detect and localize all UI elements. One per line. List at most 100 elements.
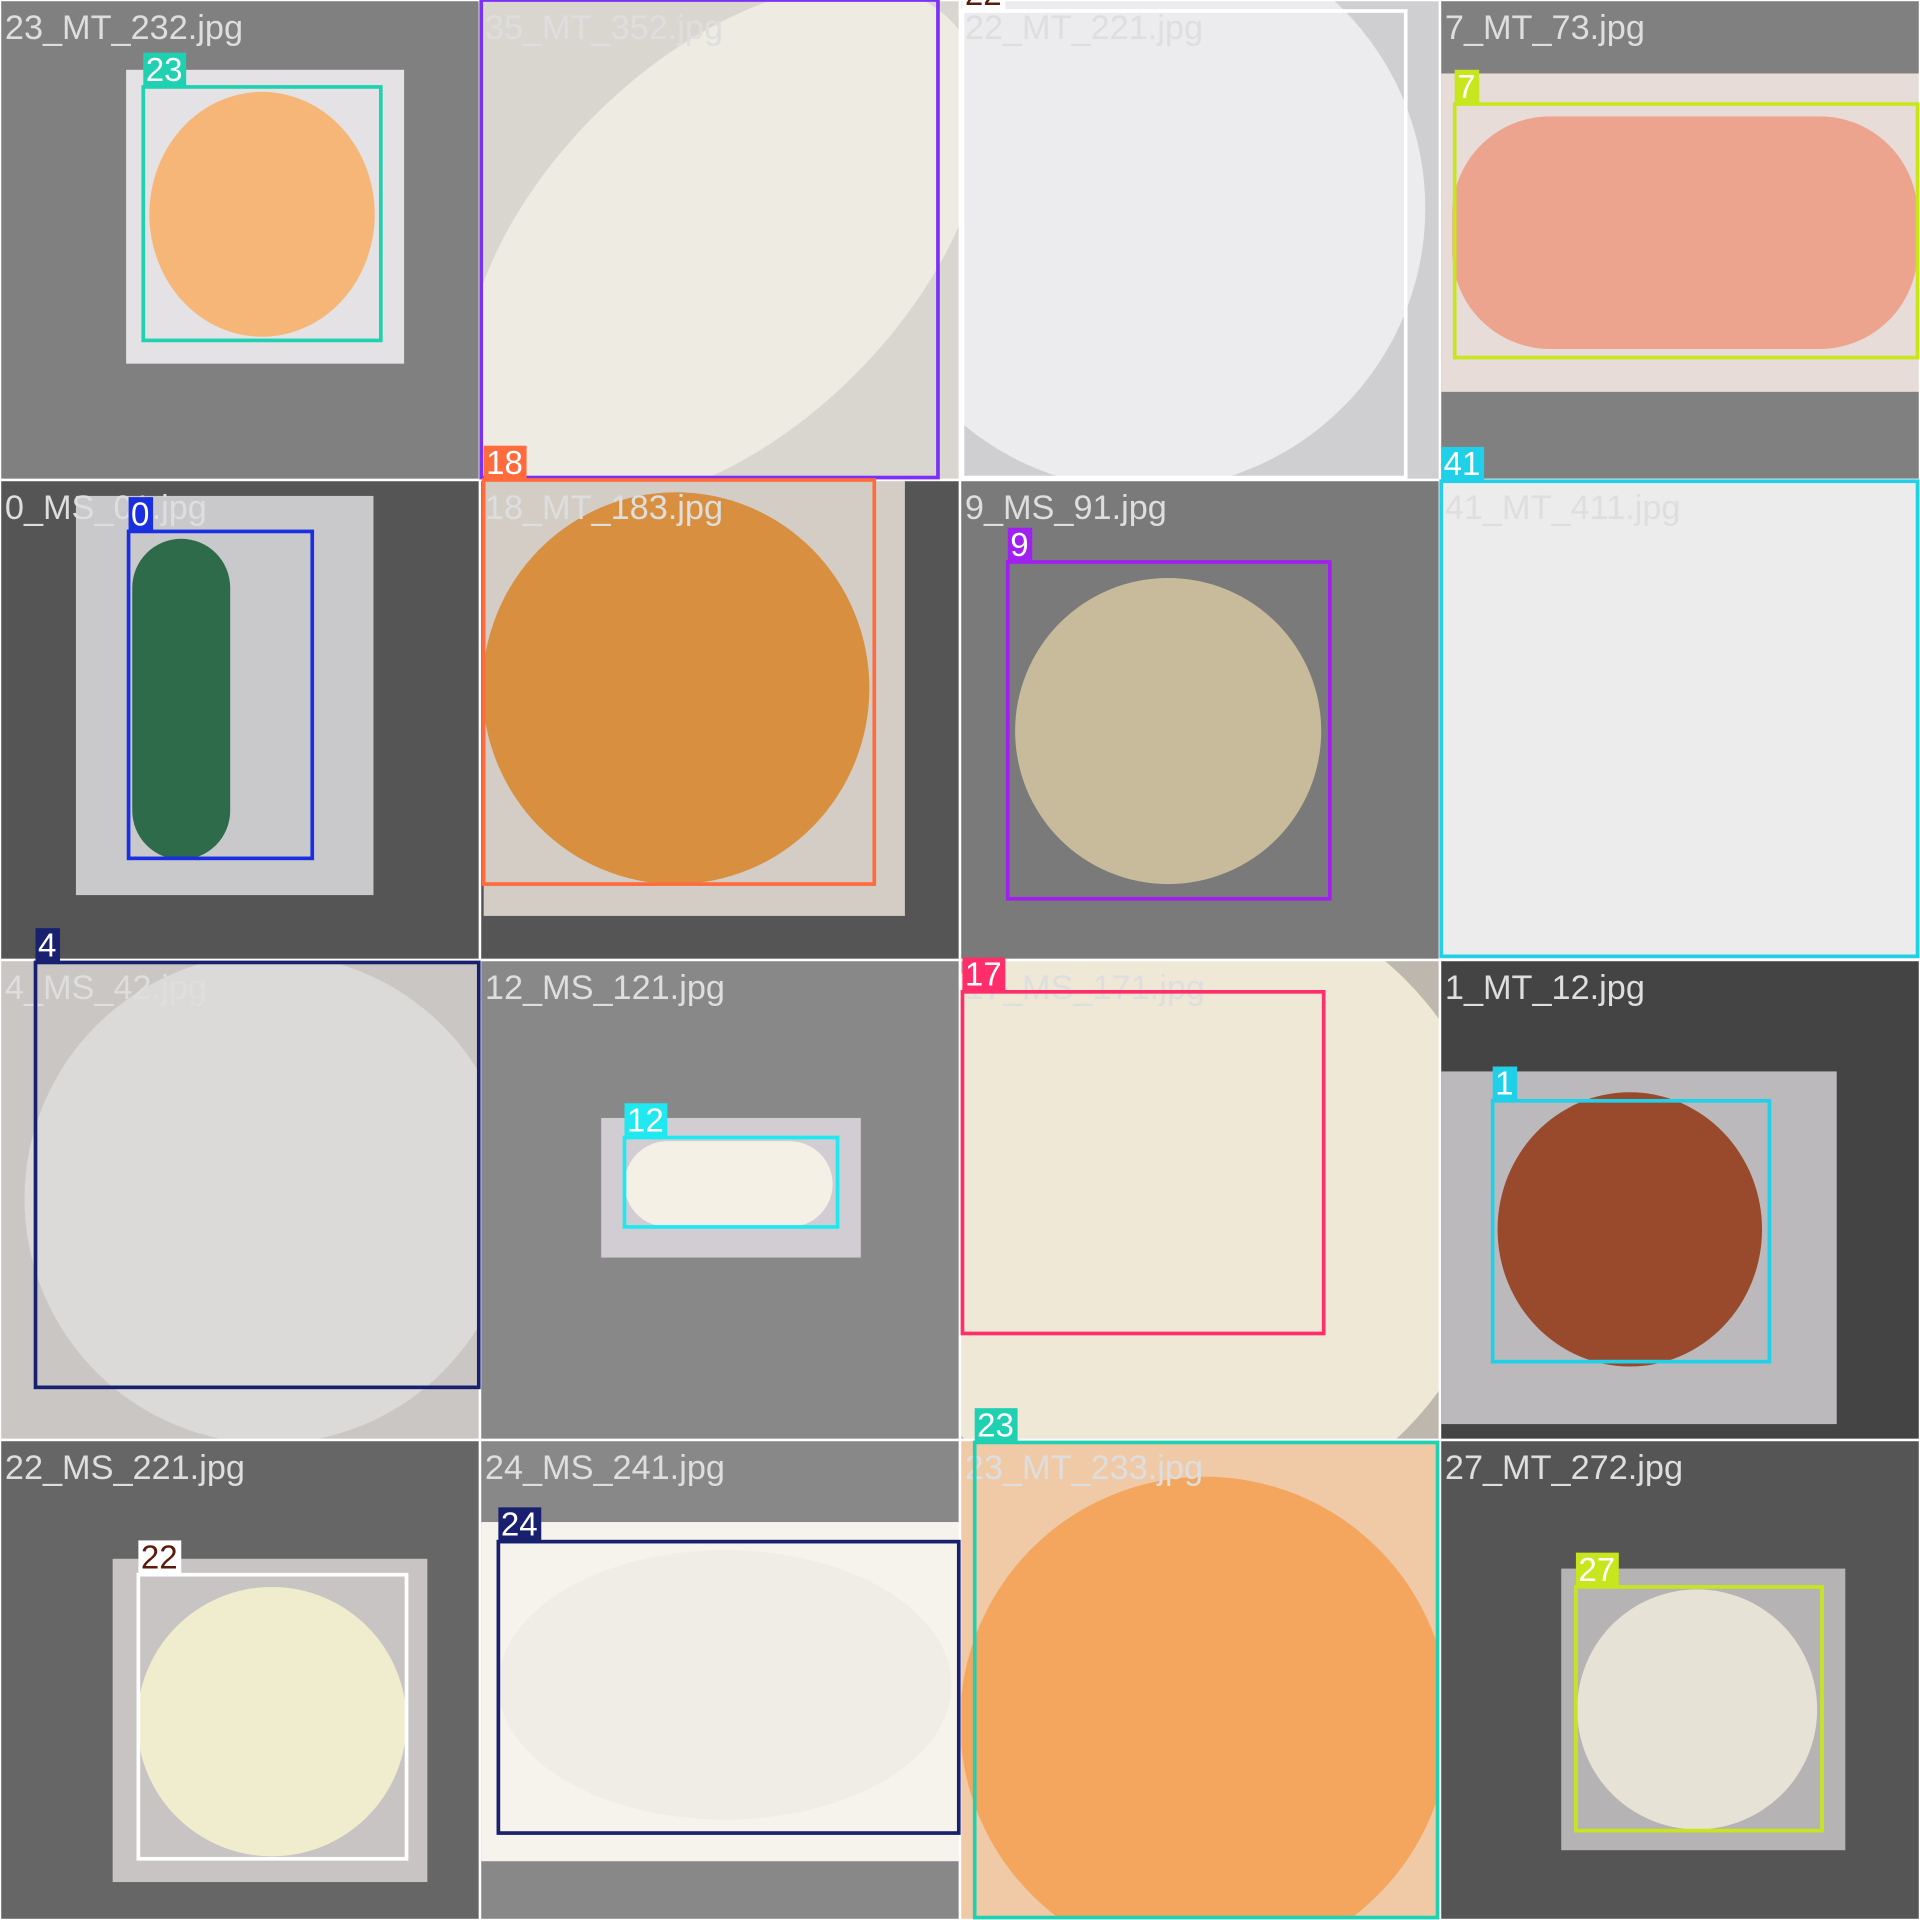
tile-image: 9_MS_91.jpg xyxy=(960,480,1440,960)
tile: 17_MS_171.jpg xyxy=(958,958,1442,1442)
filename: 12_MS_121.jpg xyxy=(485,969,725,1007)
class-label: 35 xyxy=(484,0,521,2)
class-label: 41 xyxy=(1444,446,1481,483)
label-background xyxy=(1575,1552,1619,1587)
tile-image: 17_MS_171.jpg xyxy=(960,960,1440,1440)
detection: 35 xyxy=(479,0,940,480)
pill xyxy=(137,1586,407,1857)
pill xyxy=(960,1476,1440,1920)
class-label: 18 xyxy=(486,445,523,482)
tile: 27_MT_272.jpg xyxy=(1438,1438,1920,1920)
pill xyxy=(1452,116,1918,349)
tile: 23_MT_233.jpg xyxy=(958,1438,1442,1920)
filename: 0_MS_01.jpg xyxy=(5,489,207,527)
detection: 7 xyxy=(1452,69,1920,360)
detection: 22 xyxy=(136,1540,409,1861)
detection: 0 xyxy=(126,496,315,861)
pill xyxy=(624,1141,833,1227)
filename: 23_MT_232.jpg xyxy=(5,9,243,47)
filename: 7_MT_73.jpg xyxy=(1445,9,1645,47)
pill xyxy=(24,960,480,1440)
pill xyxy=(480,0,960,480)
pill xyxy=(482,492,870,885)
pill xyxy=(149,91,375,337)
detection: 27 xyxy=(1574,1552,1824,1833)
detection: 9 xyxy=(1005,527,1332,901)
tile-image: 7_MT_73.jpg xyxy=(1440,0,1920,480)
tile-image: 18_MT_183.jpg xyxy=(480,480,960,960)
tile-image: 22_MT_221.jpg xyxy=(960,0,1440,480)
detection: 24 xyxy=(496,1507,961,1835)
detection: 22 xyxy=(960,0,1408,480)
class-label: 9 xyxy=(1010,527,1028,564)
class-label: 27 xyxy=(1578,1552,1615,1589)
tile-image: 41_MT_411.jpg xyxy=(1440,480,1920,960)
bounding-box xyxy=(1574,1585,1824,1833)
label-background xyxy=(1492,1066,1518,1101)
bounding-box xyxy=(1452,102,1920,360)
tile: 0_MS_01.jpg xyxy=(0,478,482,962)
filename: 27_MT_272.jpg xyxy=(1445,1449,1683,1487)
filename: 41_MT_411.jpg xyxy=(1445,489,1681,527)
class-label: 17 xyxy=(965,957,1002,994)
label-background xyxy=(974,1408,1018,1443)
label-background xyxy=(1454,69,1480,105)
bounding-box xyxy=(33,960,481,1390)
detection: 23 xyxy=(972,1407,1440,1920)
pill xyxy=(498,1550,952,1820)
tile: 7_MT_73.jpg xyxy=(1438,0,1920,482)
label-background xyxy=(143,52,187,87)
bounding-box xyxy=(1490,1098,1772,1364)
label-background xyxy=(138,1540,182,1575)
tile-image: 23_MT_232.jpg xyxy=(0,0,480,480)
filename: 9_MS_91.jpg xyxy=(965,489,1167,527)
tile-image: 4_MS_42.jpg xyxy=(0,960,480,1440)
bounding-box xyxy=(960,990,1326,1336)
label-background xyxy=(624,1103,668,1138)
tile-border xyxy=(1438,1438,1920,1920)
tile-image: 27_MT_272.jpg xyxy=(1440,1440,1920,1920)
tile-image: 22_MS_221.jpg xyxy=(0,1440,480,1920)
label-background xyxy=(35,928,61,963)
label-background xyxy=(962,0,1006,12)
bounding-box xyxy=(136,1572,409,1861)
tile: 9_MS_91.jpg xyxy=(958,478,1442,962)
bounding-box xyxy=(622,1135,840,1229)
bounding-box xyxy=(1439,479,1920,959)
filename: 22_MS_221.jpg xyxy=(5,1449,245,1487)
filename: 1_MT_12.jpg xyxy=(1445,969,1645,1007)
pill xyxy=(1497,1092,1763,1367)
tile: 41_MT_411.jpg xyxy=(1438,478,1920,962)
label-background xyxy=(483,445,527,480)
class-label: 23 xyxy=(146,52,183,89)
bounding-box xyxy=(126,529,315,861)
bounding-box xyxy=(481,478,877,886)
label-background xyxy=(962,957,1006,992)
bounding-box xyxy=(496,1539,961,1835)
pill xyxy=(132,538,231,860)
pill xyxy=(1577,1589,1818,1830)
tile-image: 23_MT_233.jpg xyxy=(960,1440,1440,1920)
bounding-box xyxy=(972,1440,1440,1920)
filename: 35_MT_352.jpg xyxy=(485,9,723,47)
bounding-box xyxy=(1005,560,1332,901)
tile: 23_MT_232.jpg xyxy=(0,0,482,482)
tile: 18_MT_183.jpg xyxy=(478,478,962,962)
pill xyxy=(960,960,1440,1440)
tile: 4_MS_42.jpg xyxy=(0,958,482,1442)
label-background xyxy=(1007,527,1033,563)
filename: 4_MS_42.jpg xyxy=(5,969,207,1007)
detection: 41 xyxy=(1439,446,1920,959)
tile-image: 35_MT_352.jpg xyxy=(480,0,960,480)
bounding-box xyxy=(960,9,1408,480)
class-label: 22 xyxy=(965,0,1002,13)
detection: 1 xyxy=(1490,1066,1772,1364)
tile: 12_MS_121.jpg xyxy=(478,958,962,1442)
class-label: 22 xyxy=(141,1540,178,1577)
class-label: 1 xyxy=(1495,1066,1513,1103)
detection: 12 xyxy=(622,1102,840,1229)
detection: 23 xyxy=(141,52,383,343)
detection: 4 xyxy=(33,927,481,1390)
filename: 22_MT_221.jpg xyxy=(965,9,1203,47)
